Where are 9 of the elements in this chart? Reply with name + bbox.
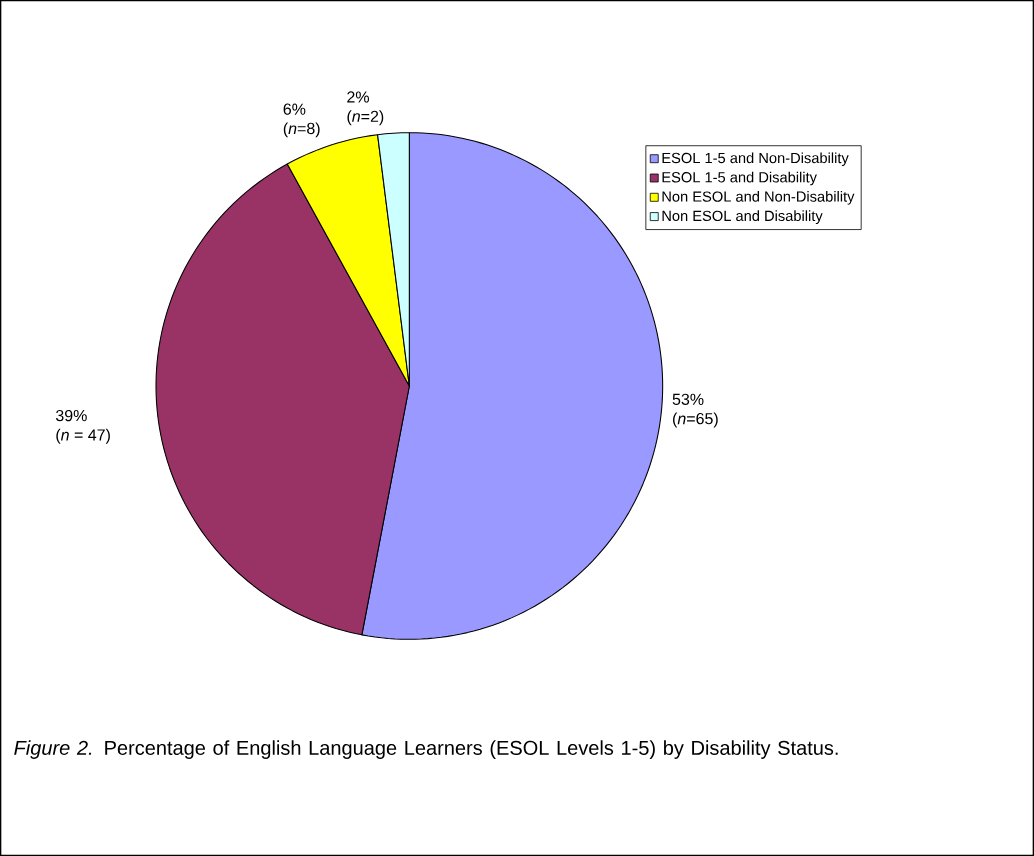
- legend-label: Non ESOL and Non-Disability: [662, 190, 855, 205]
- data-label: 6% (n=8): [283, 103, 320, 138]
- data-label: 53% (n=65): [672, 393, 718, 428]
- text: Figure 2. Percentage of English Language Learners (ESOL Levels 1-5) by Disability Status.: [14, 740, 838, 759]
- legend-label: Non ESOL and Disability: [662, 210, 823, 224]
- legend-label: ESOL 1-5 and Non-Disability: [662, 152, 849, 167]
- data-label: 39% (n = 47): [55, 409, 110, 444]
- legend-label: ESOL 1-5 and Disability: [662, 171, 817, 186]
- data-label: 2% (n=2): [347, 91, 384, 126]
